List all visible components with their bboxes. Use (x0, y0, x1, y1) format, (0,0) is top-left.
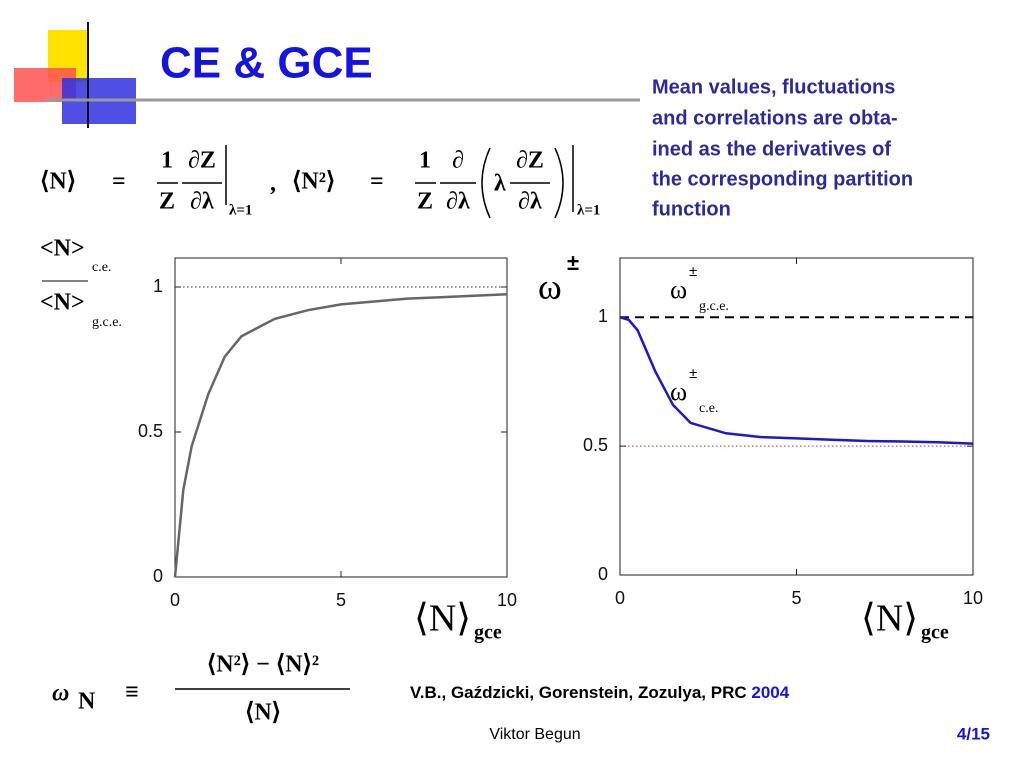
header-decoration (14, 22, 640, 128)
annotation: ± (689, 263, 697, 280)
description-line: the corresponding partition (652, 168, 913, 190)
formula-part: ∂ (452, 148, 464, 174)
formula-part: 1 (161, 148, 173, 174)
y-label: <N> (40, 236, 85, 262)
formula-part: ⟨N²⟩ (292, 169, 335, 195)
formula-part: ∂λ (446, 189, 470, 215)
data-line (619, 316, 974, 445)
y-label: <N> (40, 290, 85, 316)
annotation: ω (670, 275, 687, 304)
formula-part: ω (52, 681, 69, 707)
x-label: ⟨N⟩ (414, 598, 471, 640)
formula-part: ⟨N⟩ (245, 700, 281, 726)
plot-frame (174, 257, 508, 578)
formula-part: = (112, 169, 126, 195)
formula-part: ∂Z (516, 148, 544, 174)
description-line: ined as the derivatives of (652, 138, 891, 160)
formula-bottom: ω N ≡ ⟨N²⟩ − ⟨N⟩² ⟨N⟩ (52, 652, 350, 726)
y-label: g.c.e. (92, 315, 122, 330)
formula-part: 1 (419, 148, 431, 174)
x-tick-label: 10 (497, 590, 517, 610)
annotation: g.c.e. (699, 299, 729, 314)
annotation: ω (670, 377, 687, 406)
x-label: gce (474, 622, 502, 644)
y-label: ω (538, 266, 562, 306)
x-tick-label: 0 (615, 588, 625, 608)
formula-part: ∂λ (190, 189, 214, 215)
footer-author: Viktor Begun (489, 726, 580, 743)
annotation: c.e. (699, 401, 718, 416)
formula-part: λ=1 (229, 202, 252, 218)
x-label: gce (921, 622, 949, 644)
annotation: ± (689, 365, 697, 382)
formula-part: ≡ (125, 680, 139, 706)
x-tick-label: 0 (170, 590, 180, 610)
y-tick-label: 1 (153, 276, 163, 296)
description-line: function (652, 198, 731, 220)
x-tick-label: 5 (336, 590, 346, 610)
y-tick-label: 1 (598, 306, 608, 326)
formula-part: Z (417, 189, 433, 215)
formula-part: N (78, 689, 96, 715)
y-label: ± (567, 250, 579, 275)
data-line (173, 293, 508, 578)
formula-top: ⟨N⟩ = 1 Z ∂Z ∂λ λ=1 , ⟨N²⟩ = 1 Z ∂ ∂λ λ … (40, 145, 600, 218)
formula-part: Z (159, 189, 175, 215)
formula-part: ∂λ (518, 189, 542, 215)
y-label: c.e. (92, 260, 111, 275)
chart-1-labels: ω ± ⟨N⟩ gce ω ± g.c.e. ω ± c.e. (538, 250, 949, 644)
x-label: ⟨N⟩ (861, 598, 918, 640)
formula-part: = (370, 169, 384, 195)
reference: V.B., Gaździcki, Gorenstein, Zozulya, PR… (410, 683, 790, 702)
formula-part: ⟨N²⟩ − ⟨N⟩² (207, 652, 319, 678)
formula-part: , (270, 171, 276, 197)
x-tick-label: 5 (791, 588, 801, 608)
description-line: Mean values, fluctuations (652, 76, 895, 98)
formula-part: ⟨N⟩ (40, 169, 76, 195)
y-tick-label: 0 (598, 564, 608, 584)
x-tick-label: 10 (963, 588, 983, 608)
chart-0-labels: <N> c.e. <N> g.c.e. ⟨N⟩ gce (40, 236, 502, 644)
reference-year: 2004 (751, 683, 789, 702)
reference-authors: V.B., Gaździcki, Gorenstein, Zozulya, PR… (410, 683, 747, 702)
formula-part: λ (494, 171, 506, 197)
title: CE & GCE (160, 39, 373, 88)
description-line: and correlations are obta- (652, 107, 898, 129)
formula-part: ∂Z (188, 148, 216, 174)
plot-frame (619, 257, 974, 576)
y-tick-label: 0 (153, 566, 163, 586)
footer-page: 4/15 (957, 724, 990, 743)
y-tick-label: 0.5 (138, 421, 163, 441)
y-tick-label: 0.5 (583, 435, 608, 455)
formula-part: λ=1 (577, 202, 600, 218)
